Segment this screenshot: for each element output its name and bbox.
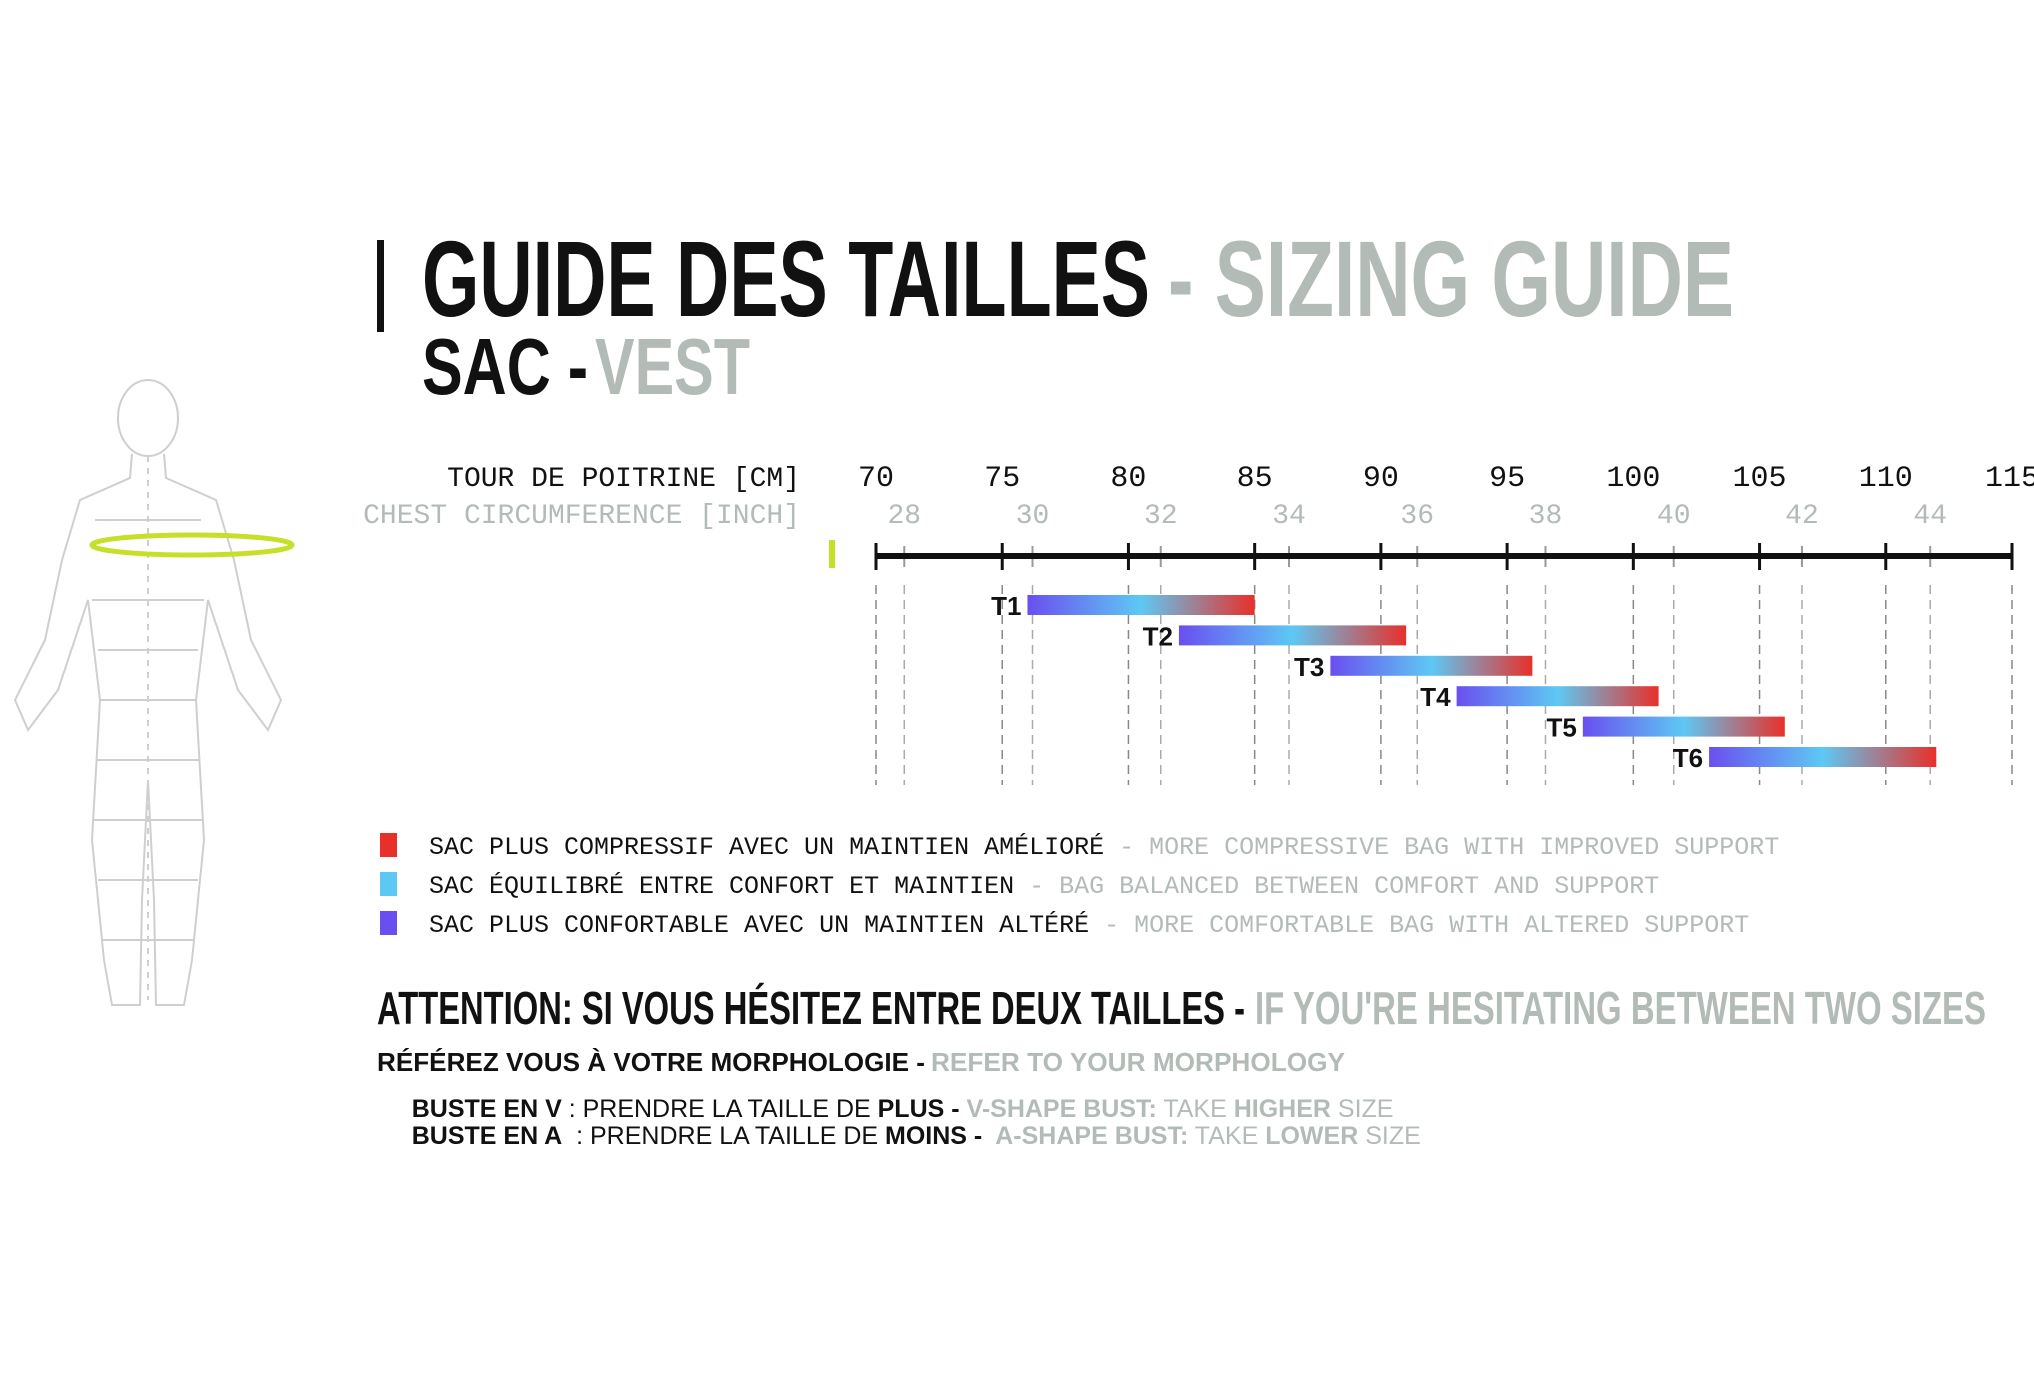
note-part: BUSTE EN A xyxy=(412,1122,562,1150)
axis-marker xyxy=(829,540,835,568)
note-part: : PRENDRE LA TAILLE DE xyxy=(562,1122,885,1150)
note-part: TAKE xyxy=(1157,1095,1234,1123)
range-bar xyxy=(1456,686,1659,707)
note-part: SIZE xyxy=(1331,1095,1394,1123)
note-part: TAKE xyxy=(1188,1122,1265,1150)
refer: RÉFÉREZ VOUS À VOTRE MORPHOLOGIE - xyxy=(377,1047,925,1077)
x-tick-label: 90 xyxy=(1363,462,1399,496)
legend-en: - BAG BALANCED BETWEEN COMFORT AND SUPPO… xyxy=(1029,872,1659,901)
x2-tick-label: 40 xyxy=(1657,501,1691,532)
x2-tick-label: 36 xyxy=(1400,501,1434,532)
note-part: SIZE xyxy=(1358,1122,1421,1150)
note-part: V-SHAPE BUST: xyxy=(967,1095,1157,1123)
note-part: HIGHER xyxy=(1234,1095,1331,1123)
x2-tick-label: 30 xyxy=(1016,501,1050,532)
note-part: MOINS xyxy=(885,1122,967,1150)
size-label: T5 xyxy=(1547,713,1577,743)
range-bar xyxy=(1178,625,1407,646)
x-tick-label: 115 xyxy=(1985,462,2034,496)
title: GUIDE DES TAILLES xyxy=(422,218,1150,339)
x-tick-label: 75 xyxy=(984,462,1020,496)
x-tick-label: 110 xyxy=(1859,462,1913,496)
legend-swatch xyxy=(380,911,397,935)
legend-fr: SAC ÉQUILIBRÉ ENTRE CONFORT ET MAINTIEN xyxy=(429,871,1014,901)
v-shape-note: BUSTE EN V : PRENDRE LA TAILLE DE PLUS -… xyxy=(377,1095,1414,1123)
note-part: BUSTE EN V xyxy=(412,1095,562,1123)
x-tick-label: 85 xyxy=(1237,462,1273,496)
legend-text: SAC PLUS COMPRESSIF AVEC UN MAINTIEN AMÉ… xyxy=(429,832,1779,862)
x2-tick-label: 38 xyxy=(1529,501,1563,532)
subtitle: SAC - xyxy=(422,322,588,411)
x2-tick-label: 32 xyxy=(1144,501,1178,532)
x2-axis-label: CHEST CIRCUMFERENCE [INCH] xyxy=(363,501,800,532)
x-tick-label: 100 xyxy=(1606,462,1660,496)
x-tick-label: 105 xyxy=(1733,462,1787,496)
size-label: T6 xyxy=(1673,743,1703,773)
x-axis-label: TOUR DE POITRINE [CM] xyxy=(447,464,800,495)
x2-tick-label: 42 xyxy=(1785,501,1819,532)
note-part: PLUS xyxy=(878,1095,945,1123)
legend-swatch xyxy=(380,833,397,857)
note-part: - xyxy=(967,1122,995,1150)
title-bar xyxy=(377,240,384,332)
legend-text: SAC PLUS CONFORTABLE AVEC UN MAINTIEN AL… xyxy=(429,910,1749,940)
body-figure xyxy=(13,379,283,1006)
note-part: : PRENDRE LA TAILLE DE xyxy=(562,1095,878,1123)
attention-en: IF YOU'RE HESITATING BETWEEN TWO SIZES xyxy=(1255,982,1986,1034)
size-label: T2 xyxy=(1143,621,1173,651)
attention: ATTENTION: SI VOUS HÉSITEZ ENTRE DEUX TA… xyxy=(377,982,1245,1034)
legend-swatch xyxy=(380,872,397,896)
x2-tick-label: 44 xyxy=(1913,501,1947,532)
note-part: LOWER xyxy=(1265,1122,1358,1150)
range-bar xyxy=(1582,716,1785,737)
range-bar xyxy=(1709,747,1937,767)
range-bar xyxy=(1330,655,1533,676)
refer-en: REFER TO YOUR MORPHOLOGY xyxy=(931,1047,1345,1077)
legend-en: - MORE COMFORTABLE BAG WITH ALTERED SUPP… xyxy=(1104,911,1749,940)
x-tick-label: 95 xyxy=(1489,462,1525,496)
legend-en: - MORE COMPRESSIVE BAG WITH IMPROVED SUP… xyxy=(1119,833,1779,862)
chest-marker xyxy=(89,532,295,558)
legend-text: SAC ÉQUILIBRÉ ENTRE CONFORT ET MAINTIEN -… xyxy=(429,871,1659,901)
size-label: T1 xyxy=(991,591,1021,621)
note-part: A-SHAPE BUST: xyxy=(995,1122,1188,1150)
x-tick-label: 70 xyxy=(858,462,894,496)
subtitle-en: VEST xyxy=(595,322,750,411)
size-label: T3 xyxy=(1294,652,1324,682)
x2-tick-label: 28 xyxy=(887,501,921,532)
size-label: T4 xyxy=(1420,682,1451,712)
a-shape-note: BUSTE EN A : PRENDRE LA TAILLE DE MOINS … xyxy=(377,1122,1442,1150)
x-tick-label: 80 xyxy=(1110,462,1146,496)
legend-fr: SAC PLUS COMPRESSIF AVEC UN MAINTIEN AMÉ… xyxy=(429,832,1104,862)
chart-area: 70 75 80 85 90 95 100 105 110 115 28 30 32 34 36 38 40 42… xyxy=(380,462,2034,940)
legend-fr: SAC PLUS CONFORTABLE AVEC UN MAINTIEN AL… xyxy=(429,910,1089,940)
title-en: - SIZING GUIDE xyxy=(1168,218,1734,339)
x2-tick-label: 34 xyxy=(1272,501,1306,532)
note-part: - xyxy=(944,1095,966,1123)
range-bar xyxy=(1027,595,1255,615)
